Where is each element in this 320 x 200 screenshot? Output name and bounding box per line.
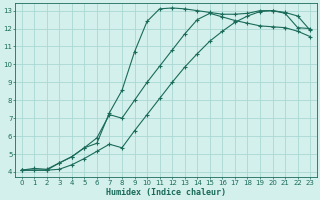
X-axis label: Humidex (Indice chaleur): Humidex (Indice chaleur) bbox=[106, 188, 226, 197]
